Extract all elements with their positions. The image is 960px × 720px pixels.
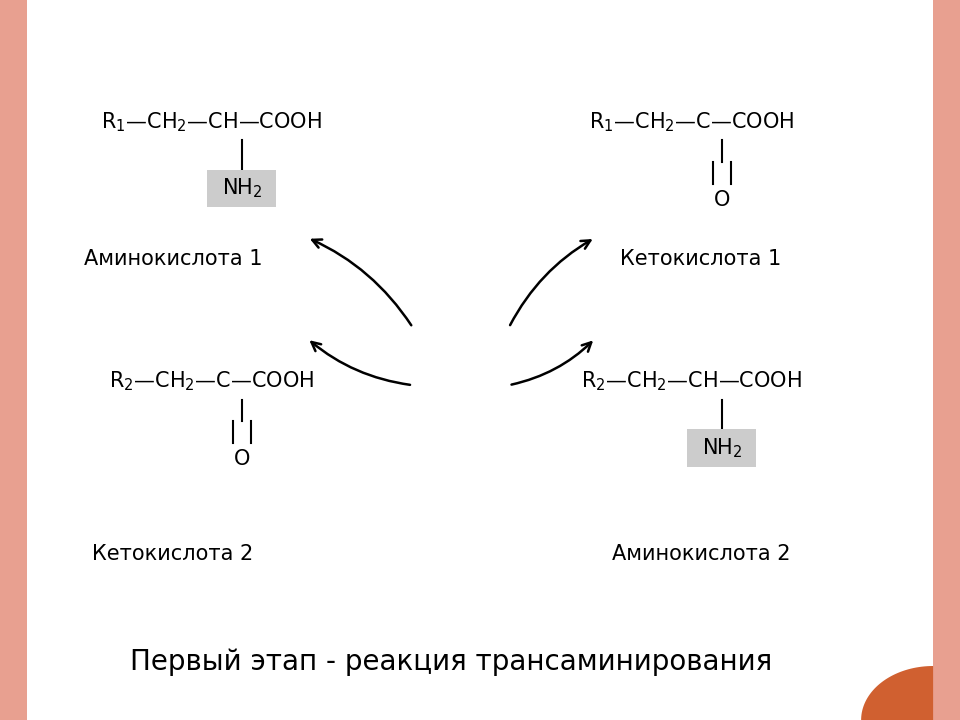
Text: R$_2$—CH$_2$—CH—COOH: R$_2$—CH$_2$—CH—COOH (581, 370, 802, 393)
Text: Первый этап - реакция трансаминирования: Первый этап - реакция трансаминирования (130, 649, 773, 676)
Text: R$_1$—CH$_2$—C—COOH: R$_1$—CH$_2$—C—COOH (588, 111, 794, 134)
Bar (687, 429, 756, 467)
FancyArrowPatch shape (510, 240, 590, 325)
FancyArrowPatch shape (312, 240, 411, 325)
Text: Аминокислота 1: Аминокислота 1 (84, 249, 262, 269)
Text: Кетокислота 1: Кетокислота 1 (620, 249, 781, 269)
Text: Аминокислота 2: Аминокислота 2 (612, 544, 790, 564)
Bar (207, 170, 276, 207)
Text: R$_2$—CH$_2$—C—COOH: R$_2$—CH$_2$—C—COOH (108, 370, 314, 393)
FancyArrowPatch shape (311, 342, 410, 384)
Text: NH$_2$: NH$_2$ (222, 177, 262, 200)
Text: O: O (713, 190, 731, 210)
FancyArrowPatch shape (512, 342, 591, 384)
Text: Кетокислота 2: Кетокислота 2 (92, 544, 253, 564)
Text: NH$_2$: NH$_2$ (702, 436, 742, 459)
Text: R$_1$—CH$_2$—CH—COOH: R$_1$—CH$_2$—CH—COOH (101, 111, 322, 134)
Text: O: O (233, 449, 251, 469)
